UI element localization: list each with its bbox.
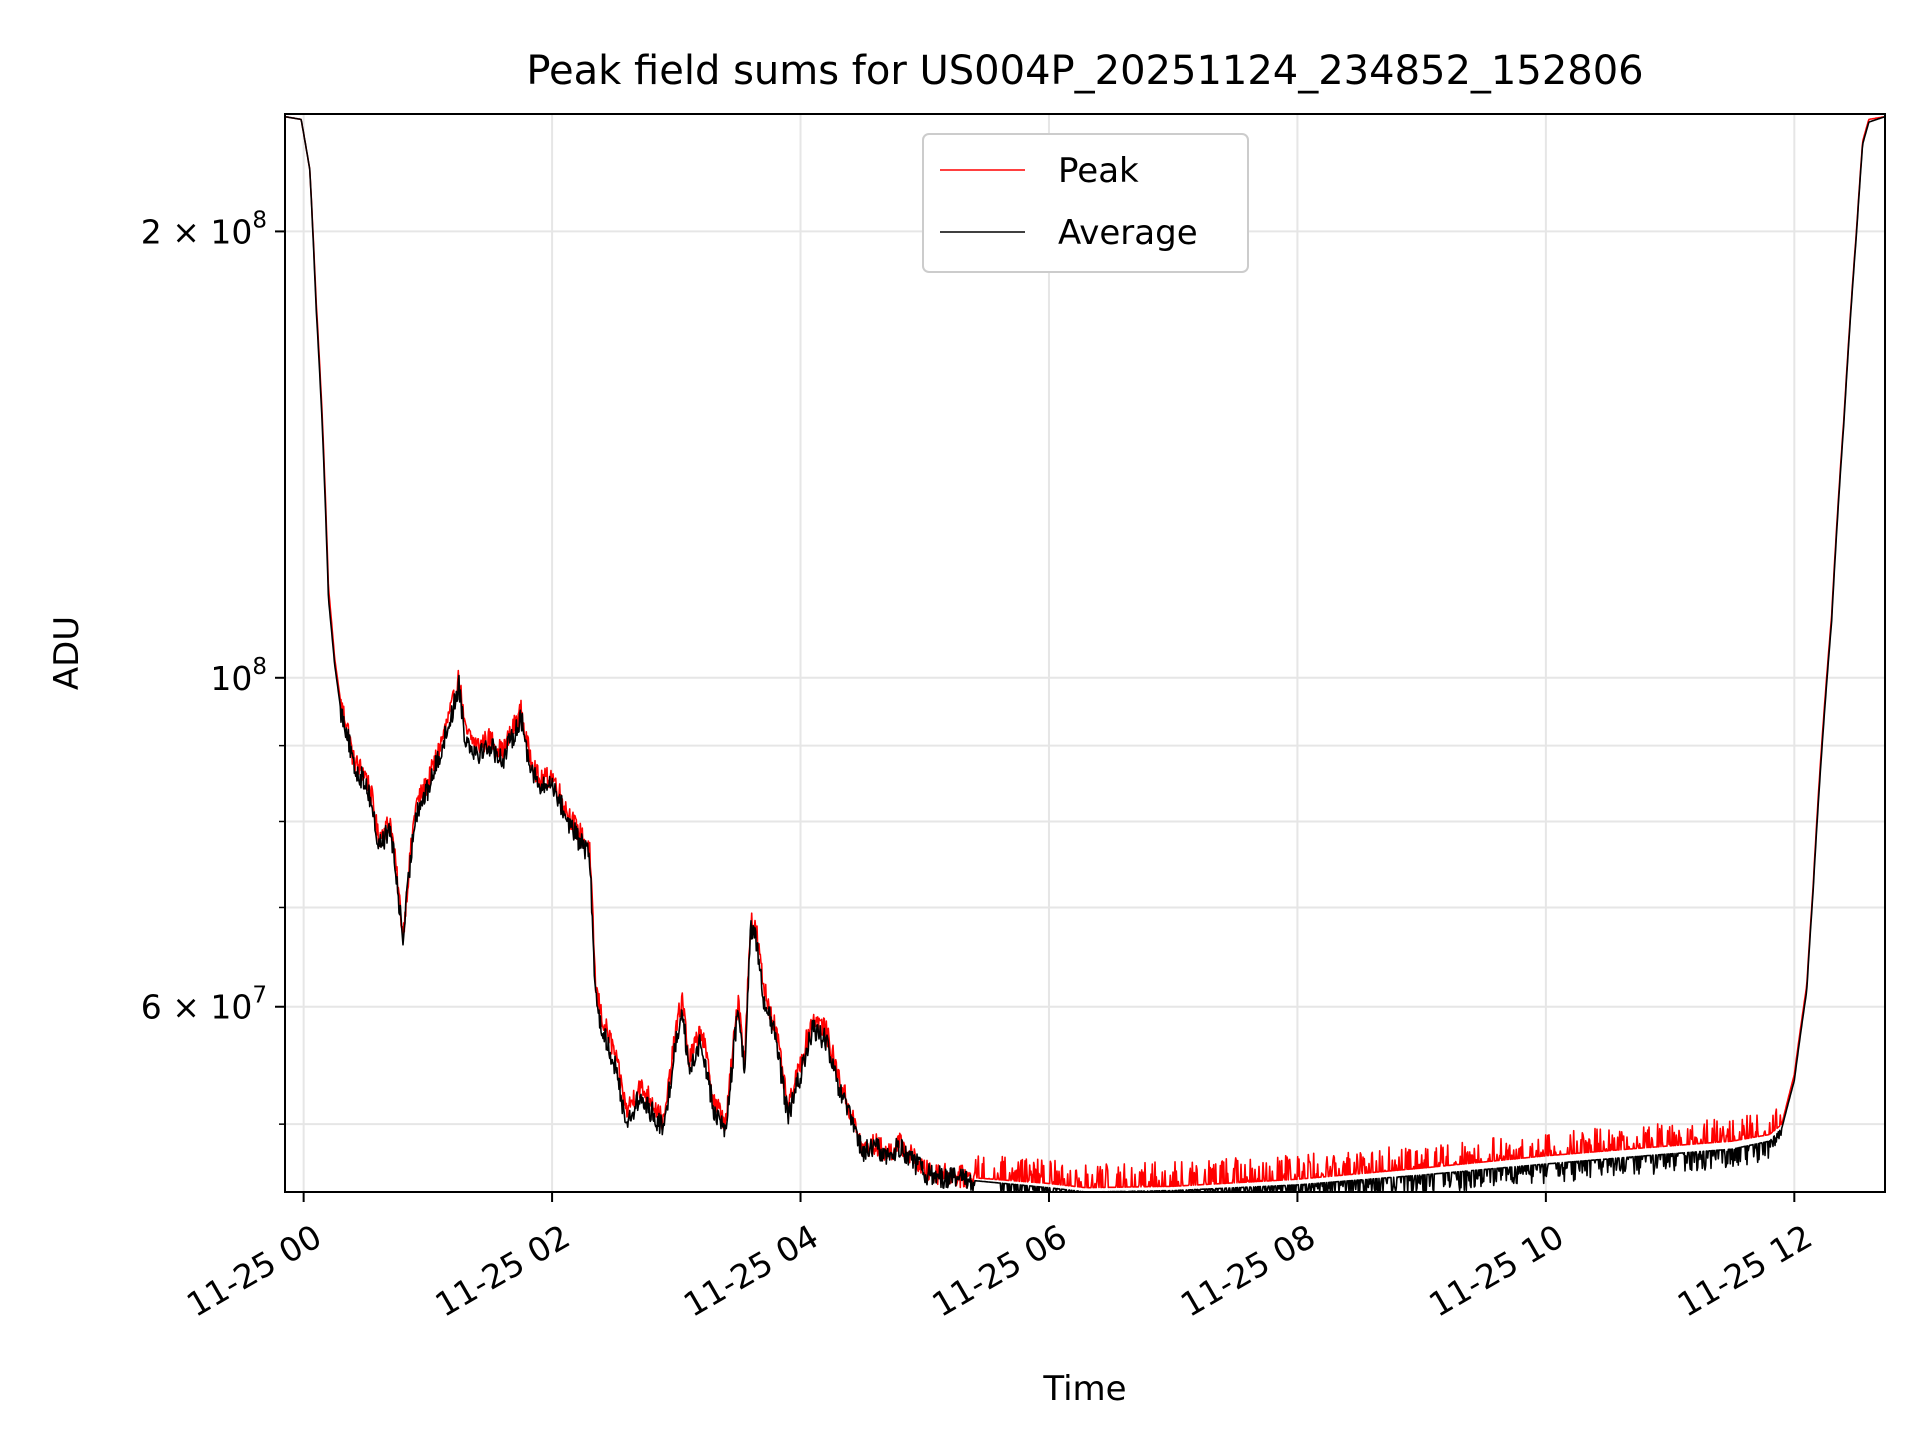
x-axis-label: Time: [1042, 1369, 1126, 1409]
y-tick-label: 108: [210, 654, 267, 698]
series-lines: [285, 115, 1885, 1192]
y-axis: 2 × 108 108 6 × 107: [141, 207, 285, 1125]
y-tick-label: 2 × 108: [141, 207, 267, 251]
grid: [285, 114, 1885, 1192]
legend: Peak Average: [922, 133, 1249, 273]
legend-label-average: Average: [1058, 213, 1198, 253]
series-line-average: [285, 115, 1885, 1192]
chart-title: Peak field sums for US004P_20251124_2348…: [526, 48, 1643, 94]
plot-frame: [284, 113, 1886, 1193]
legend-label-peak: Peak: [1058, 151, 1139, 191]
legend-frame: [922, 133, 1249, 273]
y-tick-label: 6 × 107: [141, 983, 267, 1027]
y-axis-label: ADU: [47, 616, 87, 690]
